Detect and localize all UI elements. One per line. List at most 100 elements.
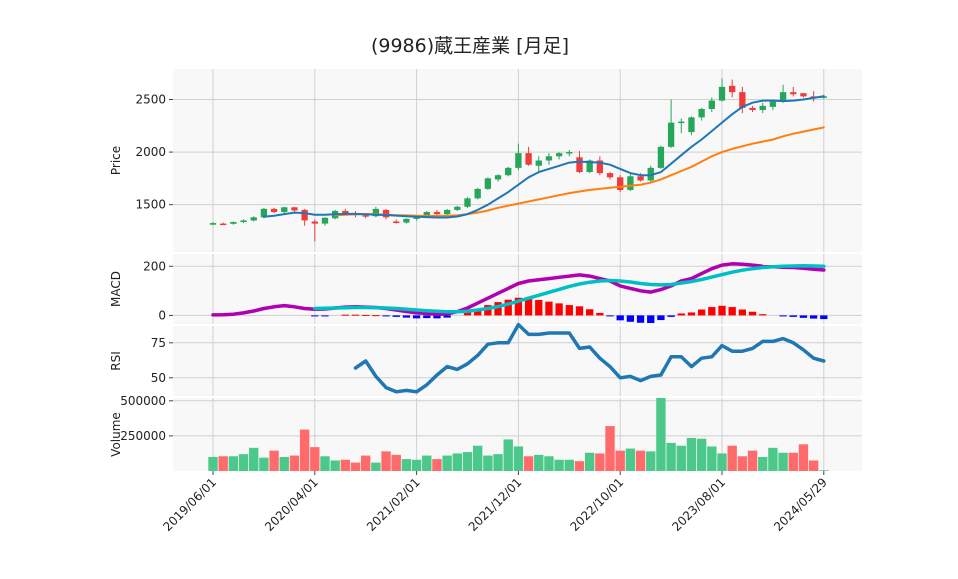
volume-bar-26 <box>472 445 483 471</box>
candle-body-38 <box>596 160 603 174</box>
candle-body-32 <box>535 160 542 166</box>
candle-body-5 <box>260 208 268 218</box>
volume-bar-39 <box>605 426 615 471</box>
volume-bar-24 <box>452 453 463 471</box>
volume-bar-36 <box>574 461 585 471</box>
macd-hist-bar-51 <box>728 307 736 316</box>
macd-histogram <box>311 297 828 324</box>
macd-hist-bar-16 <box>372 315 380 317</box>
signal-line <box>313 264 826 314</box>
candle-body-7 <box>281 207 288 213</box>
candle-body-34 <box>555 153 563 157</box>
candle-body-27 <box>484 178 492 189</box>
volume-bar-34 <box>554 459 564 471</box>
volume-bars <box>208 398 829 471</box>
volume-bar-41 <box>625 448 636 471</box>
volume-bar-8 <box>289 455 300 471</box>
candle-body-39 <box>606 173 614 178</box>
volume-bar-51 <box>727 445 737 471</box>
candle-body-31 <box>525 153 532 165</box>
volume-bar-29 <box>503 439 513 471</box>
volume-bar-48 <box>696 438 707 471</box>
candle-body-28 <box>494 175 502 180</box>
candle-body-40 <box>617 177 624 190</box>
volume-bar-25 <box>462 452 473 471</box>
volume-bar-32 <box>534 454 544 471</box>
candle-body-33 <box>545 156 553 161</box>
macd-hist-bar-59 <box>809 315 818 319</box>
macd-hist-bar-18 <box>392 315 400 317</box>
ytick-label-volume-1: 500000 <box>120 394 166 408</box>
xtick-label-6: 2024/05/29 <box>771 475 830 534</box>
chart-panels: 1500 2000 2500 Price 0 200 MACD 50 75 RSI 250000 50… <box>109 69 862 471</box>
candle-body-21 <box>423 212 430 217</box>
volume-bar-12 <box>330 460 340 471</box>
candle-body-11 <box>321 217 329 224</box>
macd-hist-bar-32 <box>535 299 543 316</box>
macd-hist-bar-19 <box>402 315 411 318</box>
candle-body-13 <box>342 210 349 214</box>
volume-bar-57 <box>788 452 798 471</box>
candle-body-42 <box>637 176 644 181</box>
candle-body-17 <box>382 209 390 218</box>
macd-hist-bar-43 <box>647 315 655 324</box>
macd-hist-bar-47 <box>687 312 696 316</box>
volume-bar-28 <box>493 454 503 471</box>
volume-bar-0 <box>208 456 218 471</box>
macd-hist-bar-53 <box>748 311 757 316</box>
volume-bar-54 <box>758 456 768 471</box>
candle-body-51 <box>729 85 736 93</box>
candle-body-15 <box>362 215 369 217</box>
macd-hist-bar-50 <box>718 305 726 316</box>
candle-body-22 <box>433 212 441 215</box>
volume-bar-11 <box>320 456 330 471</box>
macd-hist-bar-46 <box>677 313 685 316</box>
candle-body-1 <box>220 223 227 226</box>
volume-bar-47 <box>686 438 697 471</box>
macd-hist-bar-41 <box>626 315 635 322</box>
volume-bar-38 <box>595 453 605 471</box>
xtick-label-1: 2020/04/01 <box>262 475 321 534</box>
macd-hist-bar-23 <box>443 315 451 318</box>
macd-hist-bar-44 <box>657 315 665 321</box>
macd-hist-bar-34 <box>555 303 563 316</box>
volume-bar-15 <box>361 455 371 471</box>
volume-bar-20 <box>411 459 422 471</box>
volume-bar-50 <box>717 453 727 471</box>
candle-body-48 <box>698 108 705 118</box>
macd-hist-bar-48 <box>697 309 706 316</box>
candle-body-0 <box>209 223 217 225</box>
volume-bar-18 <box>391 454 401 471</box>
macd-hist-bar-40 <box>616 315 624 321</box>
volume-bar-58 <box>798 444 809 471</box>
ylabel-price: Price <box>109 146 123 175</box>
volume-bar-21 <box>422 455 432 471</box>
macd-hist-bar-10 <box>311 315 319 317</box>
volume-bar-4 <box>249 447 259 471</box>
macd-hist-bar-37 <box>586 309 594 316</box>
macd-hist-bar-35 <box>565 305 573 316</box>
volume-bar-35 <box>564 459 574 471</box>
macd-hist-bar-22 <box>433 315 441 319</box>
macd-hist-bar-15 <box>362 314 370 316</box>
candle-body-36 <box>576 157 583 173</box>
candle-body-25 <box>464 198 471 207</box>
macd-hist-bar-29 <box>504 299 512 316</box>
macd-hist-bar-57 <box>789 315 797 317</box>
macd-hist-bar-54 <box>759 314 767 316</box>
candle-body-26 <box>474 188 481 199</box>
volume-bar-52 <box>737 456 748 471</box>
macd-hist-bar-26 <box>474 308 482 316</box>
volume-bar-10 <box>310 447 320 471</box>
candle-body-50 <box>718 86 726 101</box>
candle-body-9 <box>301 209 308 221</box>
ylabel-macd: MACD <box>109 271 123 307</box>
macd-hist-bar-60 <box>820 315 828 320</box>
xtick-label-4: 2022/10/01 <box>568 475 627 534</box>
xtick-label-0: 2019/06/01 <box>160 475 219 534</box>
ylabel-rsi: RSI <box>109 351 123 371</box>
volume-bar-59 <box>808 460 819 471</box>
volume-bar-42 <box>635 450 646 471</box>
volume-bar-23 <box>442 455 452 471</box>
